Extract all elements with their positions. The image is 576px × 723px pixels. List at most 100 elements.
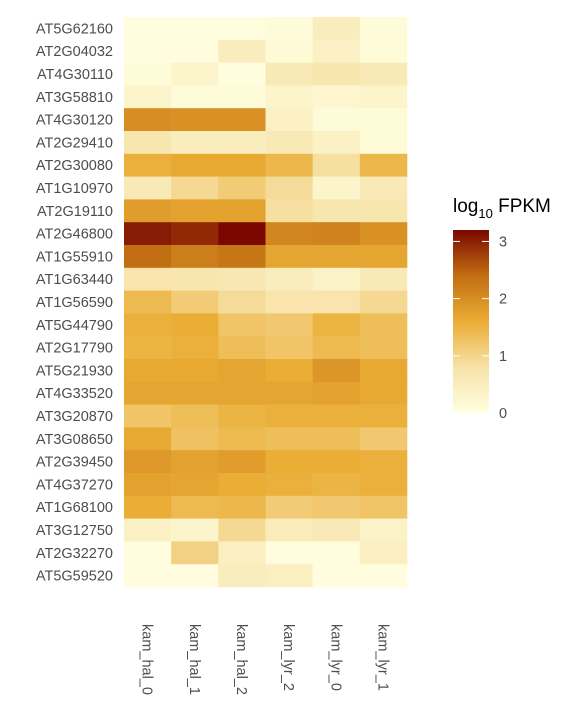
heatmap-cell <box>359 85 408 109</box>
heatmap-cell <box>359 222 408 246</box>
heatmap-cell <box>265 313 313 337</box>
row-label: AT5G21930 <box>36 363 113 379</box>
heatmap-cell <box>265 450 313 474</box>
heatmap-cell <box>171 564 219 588</box>
heatmap-cell <box>359 336 408 360</box>
heatmap-cell <box>171 290 219 314</box>
heatmap-cell <box>218 245 266 269</box>
heatmap-cell <box>124 85 172 109</box>
heatmap-cell <box>218 222 266 246</box>
row-label: AT2G04032 <box>36 44 113 60</box>
heatmap-cell <box>124 404 172 428</box>
heatmap-cell <box>124 108 172 132</box>
heatmap-cell <box>218 495 266 519</box>
row-label: AT2G19110 <box>37 204 113 220</box>
heatmap-cell <box>124 313 172 337</box>
heatmap-cell <box>124 518 172 542</box>
row-label: AT1G55910 <box>36 249 113 265</box>
heatmap-cell <box>359 359 408 383</box>
heatmap-cell <box>265 564 313 588</box>
heatmap-cell <box>359 153 408 177</box>
heatmap-cell <box>124 131 172 155</box>
heatmap-cell <box>359 473 408 497</box>
heatmap-cell <box>171 222 219 246</box>
legend-tick-label: 2 <box>499 292 507 308</box>
row-label: AT2G30080 <box>36 158 113 174</box>
row-label: AT4G30110 <box>37 67 113 83</box>
heatmap-cell <box>312 359 361 383</box>
legend-tick-label: 1 <box>499 349 507 365</box>
heatmap-cell <box>312 85 361 109</box>
heatmap-cell <box>171 85 219 109</box>
heatmap-cell <box>124 290 172 314</box>
row-label: AT2G39450 <box>36 455 113 471</box>
heatmap-cell <box>312 39 361 63</box>
heatmap-cell <box>265 199 313 223</box>
column-labels: kam_hal_0 kam_hal_1 kam_hal_2 kam_lyr_2 kam_… <box>139 624 391 695</box>
row-label: AT2G46800 <box>36 227 113 243</box>
row-label: AT5G59520 <box>36 569 113 585</box>
heatmap-cell <box>359 541 408 565</box>
legend-ticks: 0 1 2 3 <box>453 234 507 422</box>
heatmap-cell <box>171 427 219 451</box>
heatmap-cell <box>312 473 361 497</box>
heatmap-cell <box>218 473 266 497</box>
row-label: AT1G10970 <box>36 181 113 197</box>
heatmap-cell <box>218 267 266 291</box>
heatmap-cell <box>171 450 219 474</box>
row-label: AT3G20870 <box>36 409 113 425</box>
heatmap-cell <box>265 541 313 565</box>
column-label: kam_hal_2 <box>233 624 249 695</box>
heatmap-cell <box>218 359 266 383</box>
heatmap-cell <box>359 564 408 588</box>
heatmap-cell <box>171 108 219 132</box>
heatmap-cell <box>218 39 266 63</box>
heatmap-cell <box>171 359 219 383</box>
heatmap-cell <box>265 131 313 155</box>
heatmap-cell <box>265 153 313 177</box>
row-label: AT1G56590 <box>36 295 113 311</box>
row-label: AT3G08650 <box>36 432 113 448</box>
heatmap-cell <box>359 131 408 155</box>
heatmap-cell <box>218 199 266 223</box>
heatmap-cell <box>171 153 219 177</box>
heatmap-cell <box>124 199 172 223</box>
row-label: AT5G62160 <box>36 21 113 37</box>
row-label: AT4G33520 <box>36 386 113 402</box>
heatmap-cell <box>171 245 219 269</box>
heatmap-cell <box>218 564 266 588</box>
legend-title-subscript: 10 <box>478 206 492 221</box>
heatmap-cell <box>218 518 266 542</box>
heatmap-cell <box>171 473 219 497</box>
heatmap-cell <box>218 17 266 41</box>
heatmap-cell <box>312 108 361 132</box>
heatmap-cell <box>218 404 266 428</box>
column-label: kam_lyr_2 <box>280 624 296 691</box>
heatmap-cells <box>124 17 408 588</box>
heatmap-cell <box>124 176 172 200</box>
heatmap-cell <box>218 313 266 337</box>
heatmap-cell <box>359 404 408 428</box>
heatmap-cell <box>359 518 408 542</box>
heatmap-cell <box>312 336 361 360</box>
heatmap-cell <box>171 199 219 223</box>
heatmap-cell <box>218 85 266 109</box>
heatmap-cell <box>218 450 266 474</box>
heatmap-cell <box>312 450 361 474</box>
row-label: AT4G37270 <box>36 477 113 493</box>
row-label: AT1G68100 <box>36 500 113 516</box>
heatmap-cell <box>124 381 172 405</box>
heatmap-cell <box>218 427 266 451</box>
heatmap-cell <box>124 359 172 383</box>
row-label: AT2G17790 <box>36 341 113 357</box>
heatmap-cell <box>265 39 313 63</box>
legend-title: log10 FPKM <box>453 196 551 221</box>
heatmap-cell <box>218 381 266 405</box>
heatmap-cell <box>124 473 172 497</box>
row-label: AT4G30120 <box>36 113 113 129</box>
heatmap-cell <box>171 336 219 360</box>
heatmap-cell <box>312 267 361 291</box>
heatmap-cell <box>124 267 172 291</box>
heatmap-cell <box>218 131 266 155</box>
heatmap-cell <box>359 381 408 405</box>
